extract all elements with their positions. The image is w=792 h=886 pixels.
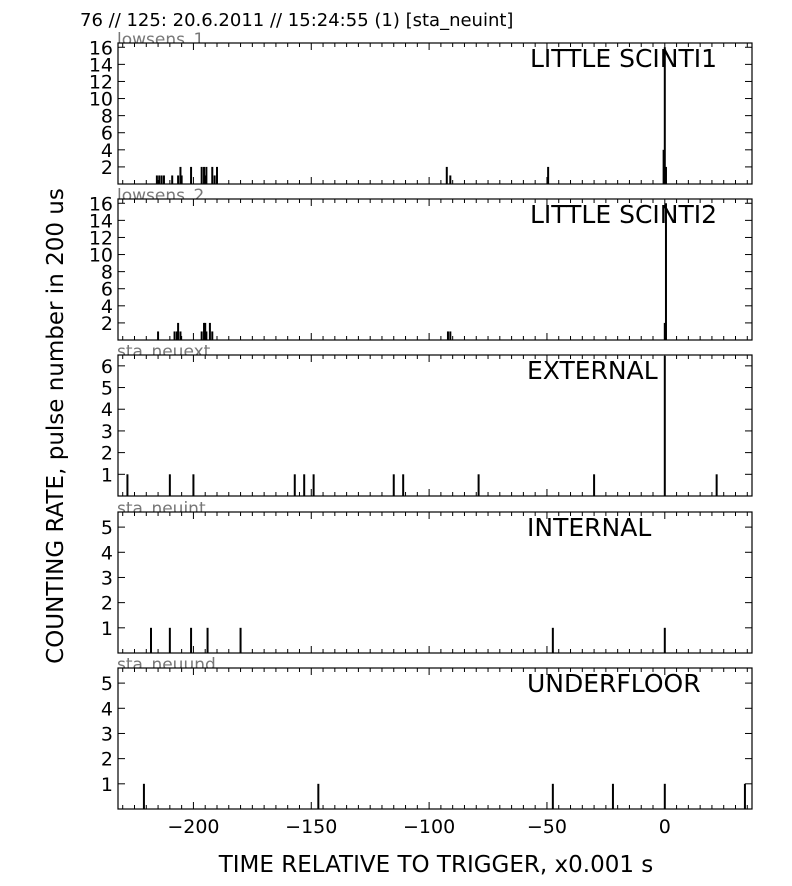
- ytick-label-lowsens_2: 12: [89, 227, 113, 249]
- ytick-label-sta_neuund: 2: [101, 749, 113, 771]
- ytick-label-sta_neuund: 1: [101, 774, 113, 796]
- ytick-label-sta_neuund: 5: [101, 673, 113, 695]
- ytick-label-lowsens_2: 4: [101, 296, 113, 318]
- panel-frame-lowsens_2: [117, 198, 753, 341]
- xtick-label: −100: [403, 816, 455, 838]
- ytick-label-lowsens_2: 6: [101, 279, 113, 301]
- ytick-label-lowsens_1: 16: [89, 37, 113, 59]
- figure-header-title: 76 // 125: 20.6.2011 // 15:24:55 (1) [st…: [80, 10, 513, 31]
- ytick-label-sta_neuint: 4: [101, 542, 113, 564]
- ytick-label-sta_neuint: 1: [101, 618, 113, 640]
- ytick-label-lowsens_1: 6: [101, 123, 113, 145]
- xtick-label: 0: [659, 816, 671, 838]
- ytick-label-lowsens_2: 14: [89, 210, 113, 232]
- ytick-label-lowsens_1: 12: [89, 71, 113, 93]
- ytick-label-sta_neuint: 5: [101, 517, 113, 539]
- ytick-label-lowsens_1: 4: [101, 140, 113, 162]
- panel-title-lowsens_2: LITTLE SCINTI2: [530, 200, 717, 229]
- ytick-label-sta_neuint: 3: [101, 567, 113, 589]
- ytick-label-sta_neuund: 4: [101, 698, 113, 720]
- xtick-label: −50: [527, 816, 567, 838]
- xtick-label: −200: [167, 816, 219, 838]
- ytick-label-lowsens_1: 14: [89, 54, 113, 76]
- panel-frame-sta_neuund: [117, 667, 753, 810]
- ytick-label-sta_neuext: 2: [101, 443, 113, 465]
- xtick-label: −150: [285, 816, 337, 838]
- ytick-label-sta_neuext: 6: [101, 356, 113, 378]
- ytick-label-sta_neuext: 1: [101, 464, 113, 486]
- ytick-label-lowsens_1: 8: [101, 106, 113, 128]
- panel-title-sta_neuext: EXTERNAL: [527, 356, 658, 385]
- ytick-label-lowsens_2: 8: [101, 262, 113, 284]
- panel-frame-sta_neuext: [117, 354, 753, 497]
- panel-title-sta_neuund: UNDERFLOOR: [527, 669, 701, 698]
- x-axis-label: TIME RELATIVE TO TRIGGER, x0.001 s: [218, 852, 654, 878]
- panel-frame-sta_neuint: [117, 511, 753, 654]
- panel-title-sta_neuint: INTERNAL: [527, 513, 651, 542]
- ytick-label-sta_neuund: 3: [101, 723, 113, 745]
- ytick-label-sta_neuext: 5: [101, 378, 113, 400]
- ytick-label-lowsens_2: 16: [89, 193, 113, 215]
- panel-title-lowsens_1: LITTLE SCINTI1: [530, 44, 717, 73]
- ytick-label-lowsens_2: 2: [101, 313, 113, 335]
- ytick-label-sta_neuext: 3: [101, 421, 113, 443]
- ytick-label-lowsens_1: 10: [89, 89, 113, 111]
- panel-frame-lowsens_1: [117, 42, 753, 185]
- ytick-label-lowsens_1: 2: [101, 157, 113, 179]
- ytick-label-sta_neuext: 4: [101, 399, 113, 421]
- ytick-label-sta_neuint: 2: [101, 593, 113, 615]
- ytick-label-lowsens_2: 10: [89, 245, 113, 267]
- y-axis-label: COUNTING RATE, pulse number in 200 us: [43, 188, 69, 664]
